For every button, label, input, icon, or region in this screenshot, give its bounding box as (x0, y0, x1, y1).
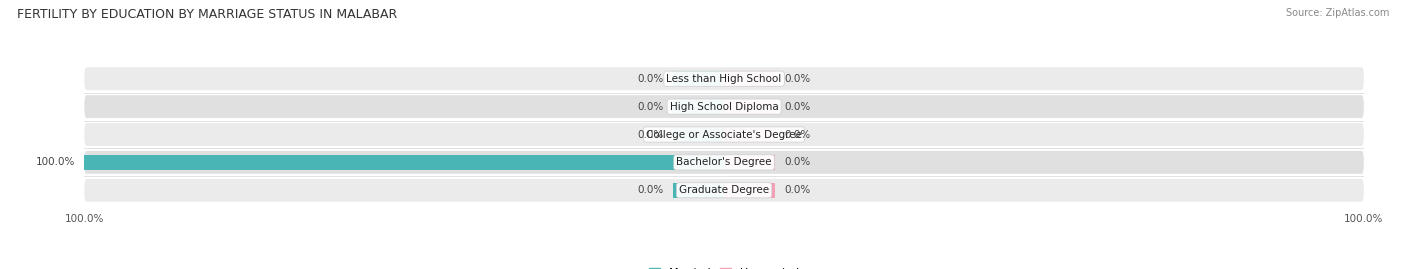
Bar (673, 71, 724, 86)
Bar (673, 183, 724, 198)
Text: High School Diploma: High School Diploma (669, 102, 779, 112)
FancyBboxPatch shape (84, 151, 1364, 174)
Text: 100.0%: 100.0% (35, 157, 75, 167)
Bar (724, 127, 775, 142)
Bar (724, 99, 775, 114)
FancyBboxPatch shape (84, 123, 1364, 146)
FancyBboxPatch shape (84, 67, 1364, 90)
Text: FERTILITY BY EDUCATION BY MARRIAGE STATUS IN MALABAR: FERTILITY BY EDUCATION BY MARRIAGE STATU… (17, 8, 396, 21)
Legend: Married, Unmarried: Married, Unmarried (644, 263, 804, 269)
Text: 0.0%: 0.0% (785, 129, 811, 140)
Bar (673, 99, 724, 114)
Bar (724, 155, 775, 170)
Bar (84, 155, 724, 170)
Text: Graduate Degree: Graduate Degree (679, 185, 769, 195)
Text: 0.0%: 0.0% (637, 74, 664, 84)
Text: 0.0%: 0.0% (785, 157, 811, 167)
FancyBboxPatch shape (84, 95, 1364, 118)
Bar (724, 183, 775, 198)
Text: 0.0%: 0.0% (637, 185, 664, 195)
FancyBboxPatch shape (84, 179, 1364, 202)
Text: College or Associate's Degree: College or Associate's Degree (647, 129, 801, 140)
Text: 0.0%: 0.0% (637, 129, 664, 140)
Text: 0.0%: 0.0% (785, 74, 811, 84)
Text: 0.0%: 0.0% (785, 102, 811, 112)
Text: 0.0%: 0.0% (785, 185, 811, 195)
Text: 0.0%: 0.0% (637, 102, 664, 112)
Bar (673, 127, 724, 142)
Text: Source: ZipAtlas.com: Source: ZipAtlas.com (1285, 8, 1389, 18)
Bar (724, 71, 775, 86)
Text: Bachelor's Degree: Bachelor's Degree (676, 157, 772, 167)
Text: Less than High School: Less than High School (666, 74, 782, 84)
